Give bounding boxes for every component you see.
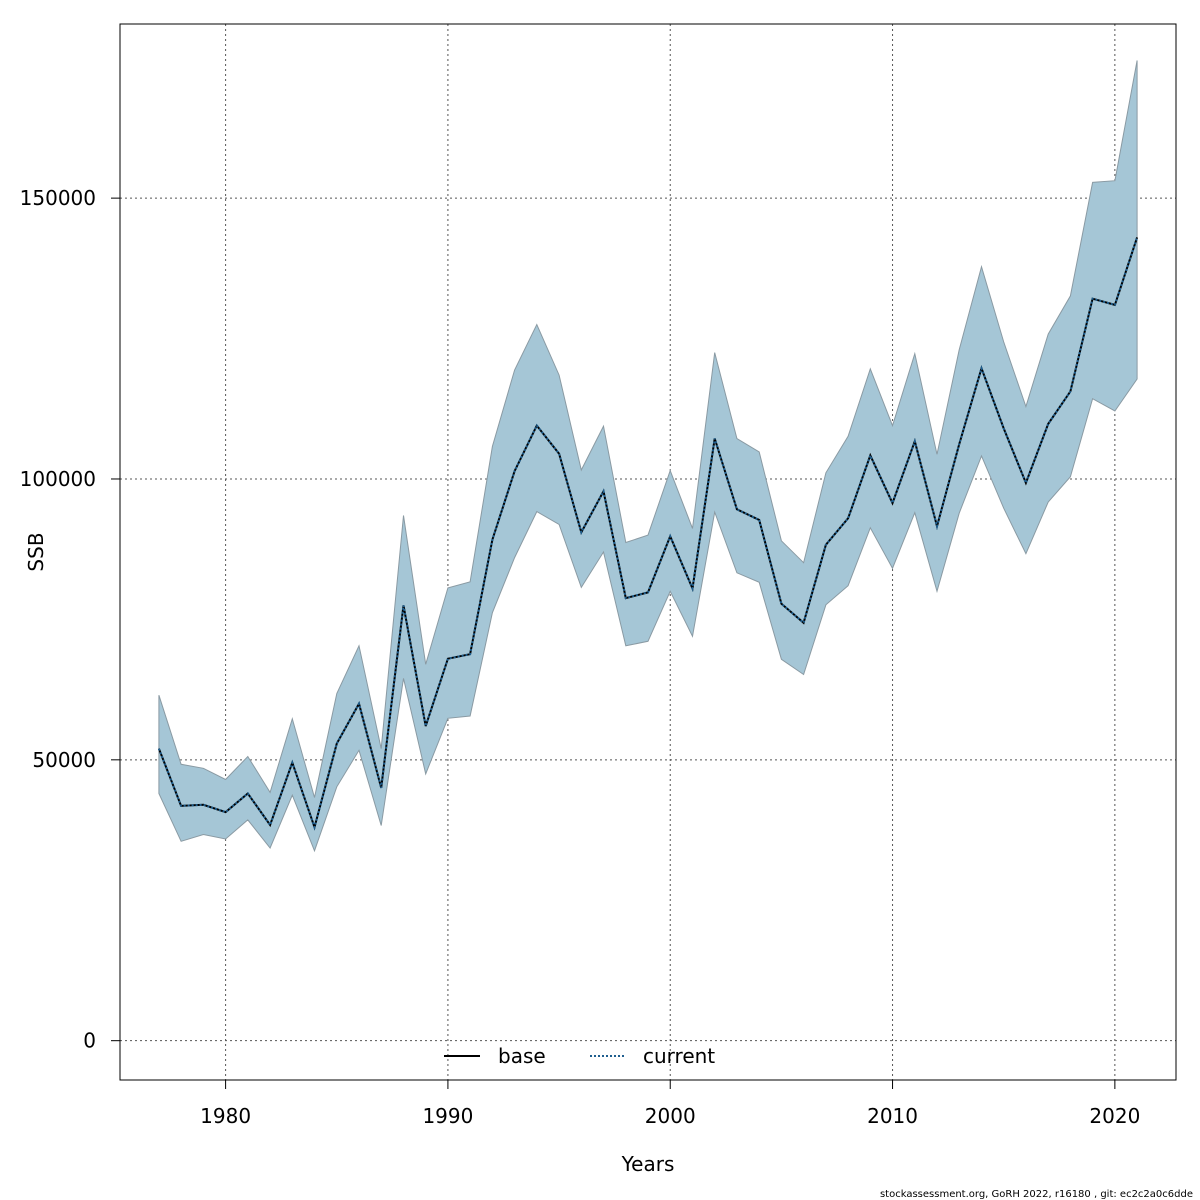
x-tick-label: 2000 [645, 1104, 696, 1128]
x-tick-label: 2020 [1089, 1104, 1140, 1128]
confidence-band-layer [158, 60, 1138, 853]
series-lines [157, 237, 1139, 831]
x-axis-ticks: 1980 1990 2000 2010 2020 [200, 1080, 1140, 1128]
x-tick-label: 1980 [200, 1104, 251, 1128]
x-tick-label: 1990 [422, 1104, 473, 1128]
y-tick-label: 150000 [20, 186, 96, 210]
plot-frame [119, 23, 1177, 1081]
y-tick-label: 100000 [20, 467, 96, 491]
confidence-band [158, 60, 1138, 853]
y-axis-ticks: 0 50000 100000 150000 [20, 186, 120, 1053]
footer-credit: stockassessment.org, GoRH 2022, r16180 ,… [880, 1189, 1193, 1200]
legend-label-current: current [643, 1044, 715, 1068]
legend: base current [444, 1044, 715, 1068]
x-tick-label: 2010 [867, 1104, 918, 1128]
y-axis-title: SSB [24, 532, 48, 571]
y-tick-label: 0 [83, 1029, 96, 1053]
series-line-current [157, 237, 1139, 831]
y-tick-label: 50000 [32, 748, 96, 772]
legend-label-base: base [498, 1044, 546, 1068]
x-axis-title: Years [621, 1152, 675, 1176]
